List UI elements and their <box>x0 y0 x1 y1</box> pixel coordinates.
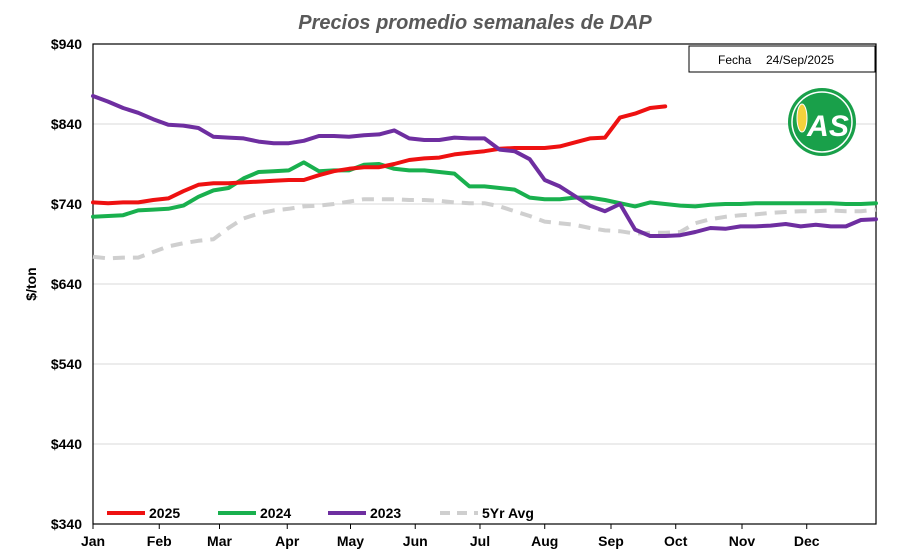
y-tick-label: $440 <box>51 436 82 452</box>
y-tick-label: $840 <box>51 116 82 132</box>
x-tick-label: Oct <box>664 533 688 549</box>
series-line-2025 <box>91 104 668 206</box>
logo-text: AS <box>806 110 849 143</box>
chart-title: Precios promedio semanales de DAP <box>298 12 652 34</box>
x-tick-label: Dec <box>794 533 820 549</box>
grid-lines <box>93 43 876 525</box>
date-value: 24/Sep/2025 <box>766 53 834 67</box>
y-tick-label: $740 <box>51 196 82 212</box>
series-line-2023 <box>91 94 878 238</box>
y-axis-ticks: $940 $840 $740 $640 $540 $440 $340 <box>51 36 82 532</box>
x-axis-ticks: Jan Feb Mar Apr May Jun Jul Aug Sep Oct Nov Dec <box>81 524 820 549</box>
y-tick-label: $640 <box>51 276 82 292</box>
company-logo: AS <box>788 88 856 156</box>
x-tick-label: May <box>337 533 364 549</box>
x-tick-label: Jan <box>81 533 105 549</box>
legend-label: 5Yr Avg <box>482 505 534 521</box>
y-tick-label: $340 <box>51 516 82 532</box>
legend-label: 2024 <box>260 505 291 521</box>
legend-label: 2023 <box>370 505 401 521</box>
series-line-5yr-avg <box>92 197 877 261</box>
series-line-2024 <box>91 160 878 219</box>
date-label: Fecha <box>718 53 752 67</box>
y-axis-label: $/ton <box>23 267 39 300</box>
x-tick-label: Aug <box>531 533 558 549</box>
x-tick-label: Sep <box>598 533 624 549</box>
legend-label: 2025 <box>149 505 180 521</box>
x-tick-label: Mar <box>207 533 232 549</box>
x-tick-label: Apr <box>275 533 300 549</box>
x-tick-label: Jul <box>470 533 490 549</box>
x-tick-label: Jun <box>403 533 428 549</box>
date-box: Fecha 24/Sep/2025 <box>688 45 876 73</box>
x-tick-label: Feb <box>147 533 172 549</box>
x-tick-label: Nov <box>729 533 756 549</box>
series-lines <box>91 94 878 261</box>
y-tick-label: $540 <box>51 356 82 372</box>
y-tick-label: $940 <box>51 36 82 52</box>
legend: 2025 2024 2023 5Yr Avg <box>107 505 534 521</box>
plot-frame <box>92 43 877 525</box>
